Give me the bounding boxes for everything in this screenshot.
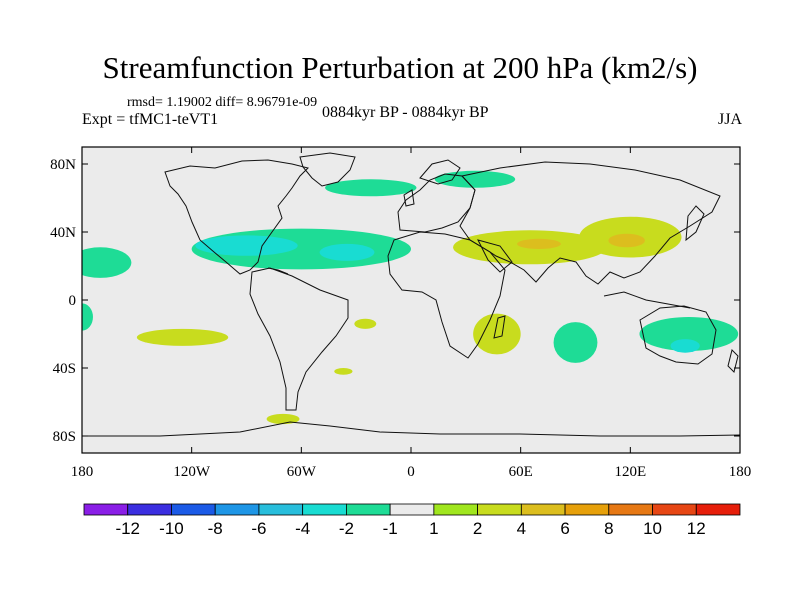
- colorbar-swatch-14: [695, 503, 741, 516]
- contour-region-9: [608, 233, 645, 248]
- coast-japan: [685, 205, 705, 242]
- colorbar-label-8: 2: [473, 519, 482, 538]
- colorbar-swatch-5: [302, 503, 347, 516]
- x-tick-label-1: 120W: [173, 464, 211, 480]
- colorbar-swatch-0: [83, 503, 129, 516]
- coastlines: [82, 152, 740, 437]
- chart-title: Streamfunction Perturbation at 200 hPa (…: [102, 50, 698, 85]
- contour-region-16: [334, 368, 353, 375]
- contour-region-13: [670, 339, 700, 353]
- contour-region-17: [266, 413, 300, 425]
- colorbar-label-10: 6: [560, 519, 569, 538]
- x-tick-label-0: 180: [71, 464, 94, 480]
- stats-line: rmsd= 1.19002 diff= 8.96791e-09: [127, 95, 318, 110]
- colorbar-label-6: -1: [383, 519, 398, 538]
- contour-region-15: [354, 318, 377, 329]
- colorbar-swatch-8: [433, 503, 479, 516]
- colorbar-label-5: -2: [339, 519, 354, 538]
- coast-antarctica: [82, 421, 740, 437]
- experiment-label: Expt = tfMC1-teVT1: [82, 111, 219, 128]
- contour-region-3: [82, 247, 132, 278]
- x-tick-label-5: 120E: [614, 464, 646, 480]
- x-tick-label-6: 180: [729, 464, 752, 480]
- colorbar-label-0: -12: [115, 519, 140, 538]
- coast-australia: [639, 305, 717, 365]
- x-tick-label-2: 60W: [287, 464, 317, 480]
- coast-madagascar: [493, 315, 506, 339]
- colorbar-label-12: 10: [643, 519, 662, 538]
- colorbar-label-13: 12: [687, 519, 706, 538]
- coast-arabia: [477, 239, 513, 273]
- season-label: JJA: [717, 111, 742, 128]
- contour-region-1: [195, 235, 298, 256]
- colorbar: -12 -10 -8 -6 -4 -2 -1 1 2 4 6 8 10 12: [83, 503, 741, 538]
- coast-north-america: [164, 159, 309, 275]
- coast-britain: [403, 189, 415, 207]
- colorbar-label-4: -4: [295, 519, 310, 538]
- colorbar-label-2: -8: [208, 519, 223, 538]
- contour-region-10: [473, 313, 521, 355]
- x-tick-label-4: 60E: [509, 464, 533, 480]
- coast-south-america: [249, 267, 349, 411]
- colorbar-swatch-6: [345, 503, 391, 516]
- coast-asia: [459, 161, 721, 285]
- y-tick-label-4: 80S: [53, 429, 76, 445]
- colorbar-label-9: 4: [517, 519, 526, 538]
- coast-scandinavia: [419, 159, 461, 185]
- contour-region-11: [553, 322, 598, 363]
- colorbar-swatch-12: [608, 503, 653, 516]
- contour-region-14: [136, 328, 229, 346]
- colorbar-swatch-9: [477, 503, 522, 516]
- colorbar-swatch-10: [520, 503, 566, 516]
- contour-region-8: [517, 238, 561, 249]
- colorbar-label-7: 1: [429, 519, 438, 538]
- colorbar-swatch-2: [171, 503, 216, 516]
- y-tick-label-2: 0: [69, 293, 77, 309]
- colorbar-swatch-11: [564, 503, 610, 516]
- coast-indonesia: [603, 291, 691, 309]
- colorbar-swatch-3: [214, 503, 260, 516]
- coast-africa: [387, 231, 506, 359]
- coast-greenland: [299, 152, 356, 187]
- colorbar-label-11: 8: [604, 519, 613, 538]
- colorbar-swatch-13: [652, 503, 697, 516]
- period-label: 0884kyr BP - 0884kyr BP: [322, 104, 489, 121]
- colorbar-swatch-7: [389, 503, 435, 516]
- y-tick-label-1: 40N: [50, 225, 76, 241]
- y-tick-label-0: 80N: [50, 157, 76, 173]
- coast-new-zealand: [727, 349, 739, 373]
- contour-region-18: [82, 303, 93, 331]
- colorbar-swatch-4: [258, 503, 304, 516]
- axes: 180 120W 60W 0 60E 120E 180 80N 40N 0 40S 80S: [50, 147, 751, 480]
- x-tick-label-3: 0: [407, 464, 415, 480]
- colorbar-label-3: -6: [251, 519, 266, 538]
- y-tick-label-3: 40S: [53, 361, 76, 377]
- colorbar-label-1: -10: [159, 519, 184, 538]
- contour-region-4: [325, 179, 417, 197]
- map-background: [82, 147, 740, 453]
- contour-region-2: [319, 243, 375, 261]
- colorbar-swatch-1: [127, 503, 172, 516]
